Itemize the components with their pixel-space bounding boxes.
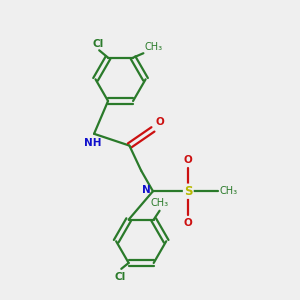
- Text: CH₃: CH₃: [151, 198, 169, 208]
- Text: CH₃: CH₃: [145, 42, 163, 52]
- Text: Cl: Cl: [114, 272, 125, 282]
- Text: NH: NH: [84, 138, 101, 148]
- Text: O: O: [184, 155, 193, 165]
- Text: Cl: Cl: [92, 39, 103, 49]
- Text: CH₃: CH₃: [219, 186, 237, 196]
- Text: N: N: [142, 185, 151, 195]
- Text: S: S: [184, 185, 193, 198]
- Text: O: O: [184, 218, 193, 228]
- Text: O: O: [156, 117, 165, 127]
